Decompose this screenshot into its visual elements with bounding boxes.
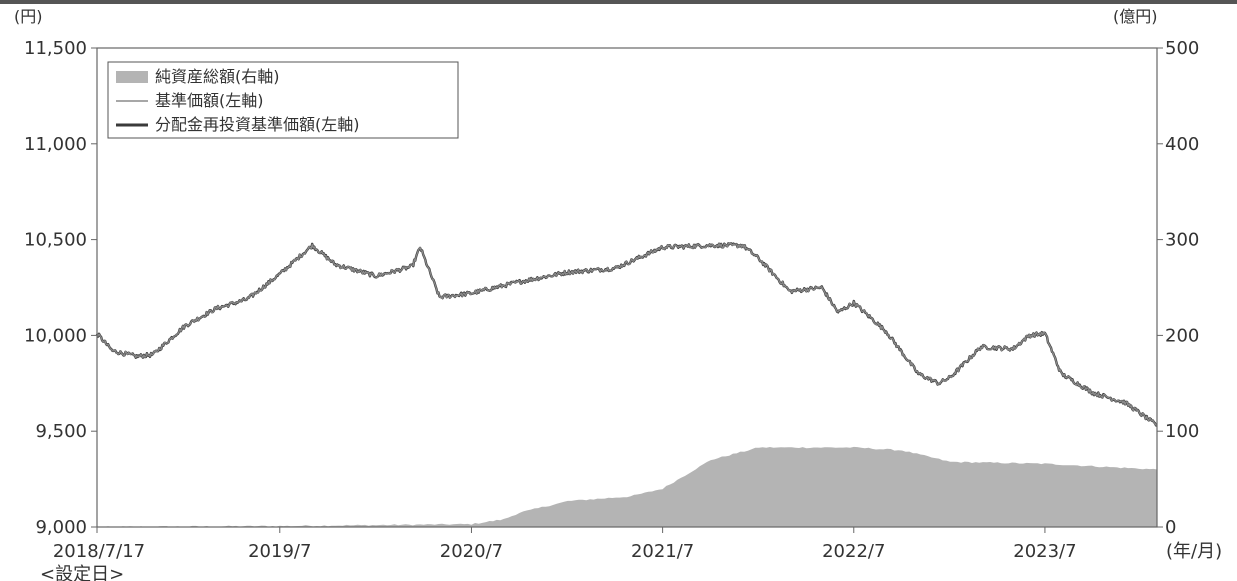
- legend-label-net-assets: 純資産総額(右軸): [155, 67, 280, 86]
- x-axis-ticks: 2018/7/17 2019/7 2020/7 2021/7 2022/7 2023/7: [53, 527, 1077, 562]
- right-tick-label: 0: [1165, 517, 1176, 538]
- left-tick-label: 11,500: [24, 38, 87, 59]
- x-axis-unit: (年/月): [1166, 541, 1222, 562]
- left-tick-label: 10,500: [24, 230, 87, 251]
- x-tick-label: 2023/7: [1013, 541, 1076, 562]
- x-tick-label: 2019/7: [248, 541, 311, 562]
- left-axis-unit: (円): [14, 7, 43, 26]
- left-tick-label: 9,500: [35, 421, 87, 442]
- legend-label-nav: 基準価額(左軸): [155, 91, 264, 110]
- left-axis-ticks: 9,000 9,500 10,000 10,500 11,000 11,500: [24, 38, 97, 538]
- series-area-net-assets: [97, 446, 1157, 527]
- left-tick-label: 9,000: [35, 517, 87, 538]
- x-tick-label: 2021/7: [631, 541, 694, 562]
- legend-swatch-net-assets: [116, 71, 148, 83]
- line-layer: [95, 242, 1158, 427]
- series-line-nav: [96, 242, 1157, 426]
- start-date-note: <設定日>: [40, 564, 124, 581]
- right-tick-label: 400: [1165, 134, 1199, 155]
- right-tick-label: 500: [1165, 38, 1199, 59]
- left-tick-label: 10,000: [24, 325, 87, 346]
- legend: 純資産総額(右軸) 基準価額(左軸) 分配金再投資基準価額(左軸): [107, 61, 459, 139]
- x-tick-label: 2018/7/17: [53, 541, 145, 562]
- x-tick-label: 2022/7: [822, 541, 885, 562]
- right-tick-label: 200: [1165, 325, 1199, 346]
- right-tick-label: 100: [1165, 421, 1199, 442]
- legend-label-reinvested-nav: 分配金再投資基準価額(左軸): [155, 115, 360, 134]
- x-tick-label: 2020/7: [440, 541, 503, 562]
- top-border: [0, 0, 1237, 4]
- plot-frame: [96, 47, 1158, 528]
- left-tick-label: 11,000: [24, 134, 87, 155]
- right-tick-label: 300: [1165, 230, 1199, 251]
- right-axis-unit: (億円): [1113, 7, 1158, 26]
- area-layer: [97, 446, 1157, 527]
- series-line-reinvested-nav: [95, 242, 1158, 427]
- gridlines: [97, 144, 1157, 431]
- legend-box: [107, 61, 459, 139]
- right-axis-ticks: 0 100 200 300 400 500: [1157, 38, 1199, 538]
